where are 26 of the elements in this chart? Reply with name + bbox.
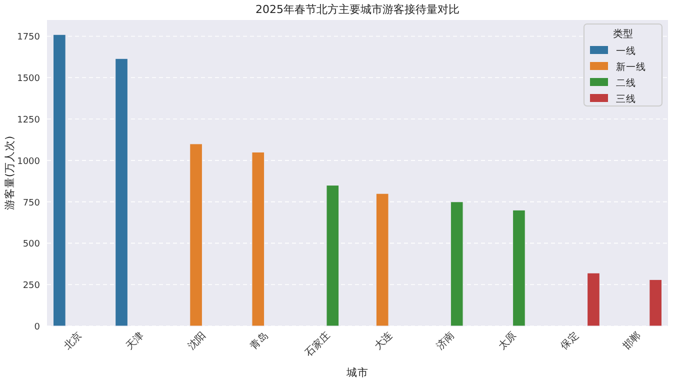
y-tick-label: 0 bbox=[34, 322, 40, 332]
legend-label: 三线 bbox=[616, 93, 636, 105]
x-tick-label: 太原 bbox=[496, 330, 519, 352]
x-axis-title: 城市 bbox=[346, 366, 368, 379]
y-tick-label: 1500 bbox=[17, 74, 40, 84]
x-tick-label: 石家庄 bbox=[302, 330, 333, 360]
y-tick-label: 1750 bbox=[17, 32, 40, 43]
legend-label: 二线 bbox=[616, 77, 636, 89]
y-tick-label: 750 bbox=[22, 198, 40, 208]
y-tick-label: 250 bbox=[22, 281, 40, 292]
x-tick-label: 大连 bbox=[372, 330, 395, 352]
legend-label: 一线 bbox=[616, 45, 636, 57]
y-tick-label: 500 bbox=[22, 240, 40, 250]
y-axis-title: 游客量(万人次) bbox=[3, 136, 16, 210]
x-tick-label: 青岛 bbox=[248, 330, 270, 352]
x-tick-label: 济南 bbox=[434, 330, 457, 352]
legend-label: 新一线 bbox=[616, 61, 646, 73]
y-tick-label: 1000 bbox=[17, 156, 40, 167]
x-tick-label: 天津 bbox=[124, 330, 146, 352]
chart-title: 2025年春节北方主要城市游客接待量对比 bbox=[256, 3, 460, 16]
x-tick-label: 邯郸 bbox=[620, 330, 644, 352]
y-tick-label: 1250 bbox=[17, 116, 40, 126]
x-tick-label: 保定 bbox=[558, 330, 581, 352]
legend-title: 类型 bbox=[613, 28, 633, 40]
x-tick-label: 沈阳 bbox=[186, 330, 208, 352]
x-tick-label: 北京 bbox=[62, 330, 84, 352]
